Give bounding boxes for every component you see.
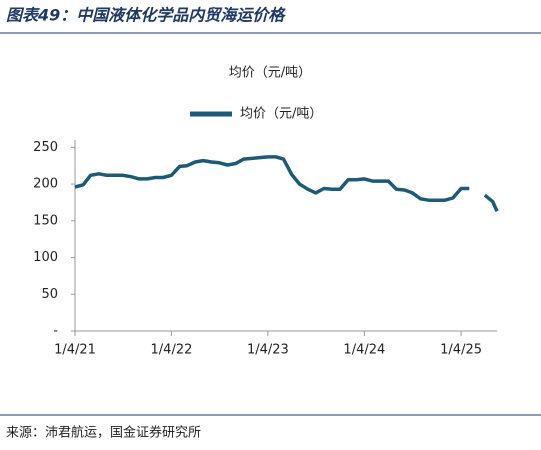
x-tick-label: 1/4/23: [247, 343, 289, 358]
legend-label: 均价（元/吨）: [240, 107, 322, 122]
y-tick-label: 250: [33, 140, 58, 155]
y-tick-label: 100: [33, 250, 58, 265]
x-tick-label: 1/4/25: [440, 343, 482, 358]
y-tick-label: 50: [41, 287, 58, 302]
chart-title: 均价（元/吨）: [229, 66, 311, 81]
page-title: 图表49：中国液体化学品内贸海运价格: [6, 6, 286, 25]
source: 来源：沛君航运，国金证券研究所: [6, 425, 201, 441]
y-tick-label: 150: [33, 213, 58, 228]
y-tick-label: 200: [33, 177, 58, 192]
x-tick-label: 1/4/24: [343, 343, 385, 358]
x-tick-label: 1/4/22: [151, 343, 193, 358]
y-tick-label: -: [53, 324, 58, 339]
line-series: [74, 155, 499, 213]
x-tick-label: 1/4/21: [54, 343, 96, 358]
